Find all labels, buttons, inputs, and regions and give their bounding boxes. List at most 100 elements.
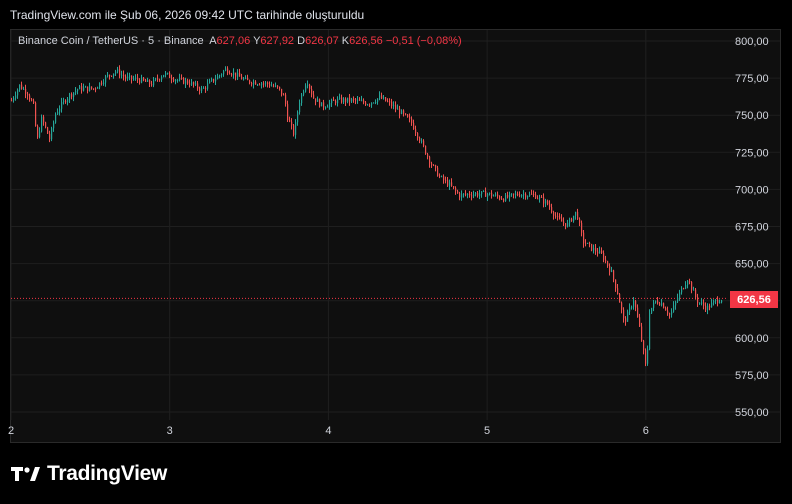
candle-body bbox=[427, 154, 429, 157]
candle-body bbox=[159, 79, 161, 81]
candle-body bbox=[111, 75, 113, 77]
candle-body bbox=[373, 102, 375, 104]
candle-body bbox=[657, 300, 659, 304]
candle-body bbox=[711, 302, 713, 308]
candle-body bbox=[453, 186, 455, 188]
candle-body bbox=[25, 88, 27, 94]
candle-body bbox=[547, 200, 549, 205]
candle-body bbox=[509, 193, 511, 198]
candle-body bbox=[155, 78, 157, 80]
candle-body bbox=[559, 216, 561, 219]
candle-body bbox=[67, 98, 69, 103]
candle-body bbox=[223, 70, 225, 75]
y-tick-label: 700,00 bbox=[735, 184, 769, 196]
candle-body bbox=[645, 350, 647, 364]
candle-body bbox=[257, 84, 259, 86]
candle-body bbox=[271, 85, 273, 87]
candle-body bbox=[305, 85, 307, 92]
candle-body bbox=[313, 94, 315, 99]
candle-body bbox=[57, 111, 59, 115]
candle-body bbox=[233, 72, 235, 75]
candle-body bbox=[701, 302, 703, 304]
y-tick-label: 600,00 bbox=[735, 333, 769, 345]
candle-body bbox=[461, 193, 463, 198]
candle-body bbox=[83, 87, 85, 91]
candle-body bbox=[167, 72, 169, 74]
candle-body bbox=[455, 187, 457, 191]
candle-body bbox=[495, 194, 497, 196]
y-tick-label: 575,00 bbox=[735, 370, 769, 382]
candle-body bbox=[575, 211, 577, 216]
candle-body bbox=[179, 77, 181, 80]
candle-body bbox=[253, 81, 255, 85]
candle-body bbox=[213, 79, 215, 82]
candle-body bbox=[37, 126, 39, 138]
candle-body bbox=[55, 114, 57, 123]
candle-body bbox=[15, 95, 17, 99]
candle-body bbox=[123, 74, 125, 77]
candle-body bbox=[391, 101, 393, 107]
candle-body bbox=[33, 100, 35, 103]
candle-body bbox=[97, 87, 99, 89]
y-tick-label: 775,00 bbox=[735, 73, 769, 85]
candle-body bbox=[697, 297, 699, 303]
candle-body bbox=[411, 118, 413, 123]
candle-body bbox=[285, 94, 287, 105]
candle-body bbox=[151, 84, 153, 86]
candle-body bbox=[309, 84, 311, 89]
candle-body bbox=[551, 207, 553, 212]
candle-body bbox=[281, 88, 283, 95]
candle-body bbox=[553, 211, 555, 216]
candle-body bbox=[637, 307, 639, 318]
candle-body bbox=[63, 100, 65, 103]
candle-body bbox=[489, 192, 491, 195]
candle-body bbox=[535, 194, 537, 199]
candle-body bbox=[617, 288, 619, 294]
legend-change: −0,51 (−0,08%) bbox=[385, 35, 462, 47]
candle-body bbox=[651, 307, 653, 314]
candle-body bbox=[375, 102, 377, 104]
candle-body bbox=[499, 196, 501, 199]
candle-body bbox=[293, 125, 295, 135]
candle-body bbox=[587, 242, 589, 244]
candle-body bbox=[407, 114, 409, 118]
candle-body bbox=[267, 82, 269, 85]
candle-body bbox=[137, 77, 139, 80]
candle-body bbox=[589, 242, 591, 244]
candle-body bbox=[519, 195, 521, 197]
candle-body bbox=[595, 247, 597, 252]
candle-body bbox=[175, 80, 177, 82]
candle-body bbox=[65, 100, 67, 103]
candle-body bbox=[449, 182, 451, 186]
candle-body bbox=[289, 120, 291, 122]
candle-body bbox=[419, 137, 421, 142]
candle-body bbox=[593, 247, 595, 251]
candle-body bbox=[721, 300, 723, 303]
candle-body bbox=[367, 104, 369, 106]
chart-panel[interactable] bbox=[10, 29, 781, 443]
candle-body bbox=[153, 79, 155, 86]
candle-body bbox=[31, 99, 33, 101]
candle-body bbox=[109, 74, 111, 76]
candle-body bbox=[265, 82, 267, 84]
candle-body bbox=[717, 299, 719, 304]
candle-body bbox=[17, 89, 19, 96]
x-tick-label: 5 bbox=[484, 425, 490, 437]
legend-open: 627,06 bbox=[216, 35, 251, 47]
candle-body bbox=[75, 90, 77, 93]
candle-body bbox=[343, 98, 345, 103]
candle-body bbox=[41, 116, 43, 132]
candle-body bbox=[393, 105, 395, 107]
candle-body bbox=[341, 97, 343, 103]
candle-body bbox=[423, 140, 425, 146]
candle-body bbox=[385, 97, 387, 102]
candle-body bbox=[275, 85, 277, 87]
candle-body bbox=[27, 93, 29, 96]
candle-body bbox=[483, 191, 485, 193]
candle-body bbox=[493, 195, 495, 197]
candle-body bbox=[521, 194, 523, 197]
candle-body bbox=[577, 211, 579, 220]
tradingview-logo[interactable]: TradingView bbox=[11, 462, 167, 486]
candle-body bbox=[439, 176, 441, 178]
